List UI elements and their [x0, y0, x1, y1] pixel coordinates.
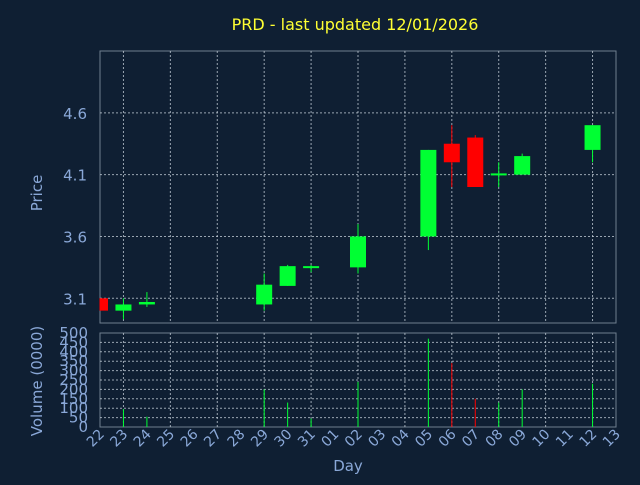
x-axis-label: Day — [333, 457, 363, 475]
x-tick-label: 24 — [131, 426, 155, 450]
volume-tick-label: 0 — [78, 418, 88, 436]
candle-body — [420, 149, 437, 237]
volume-tick-label: 100 — [59, 399, 88, 417]
x-tick-label: 31 — [295, 427, 319, 451]
candle-body — [467, 137, 484, 187]
candle-body — [443, 143, 460, 163]
volume-tick-label: 500 — [59, 324, 88, 342]
x-tick-label: 10 — [530, 427, 554, 451]
price-tick-label: 4.1 — [63, 167, 87, 185]
volume-tick-label: 200 — [59, 380, 88, 398]
candle-body — [350, 236, 366, 268]
x-tick-label: 05 — [412, 427, 436, 451]
volume-tick-label: 50 — [69, 409, 88, 427]
x-tick-label: 11 — [553, 427, 577, 451]
candle-body — [514, 156, 531, 175]
candle-body — [256, 284, 273, 305]
x-tick-label: 06 — [436, 426, 460, 450]
x-tick-label: 27 — [201, 427, 225, 451]
x-tick-label: 09 — [506, 427, 530, 451]
x-tick-label: 30 — [272, 427, 296, 451]
x-tick-label: 29 — [248, 427, 272, 451]
x-tick-label: 04 — [389, 426, 413, 450]
price-axis-label: Price — [28, 175, 46, 212]
price-tick-label: 3.6 — [63, 228, 87, 246]
volume-tick-label: 450 — [59, 333, 88, 351]
x-tick-label: 08 — [483, 427, 507, 451]
volume-tick-label: 400 — [59, 343, 88, 361]
volume-tick-label: 300 — [59, 362, 88, 380]
candle-body — [584, 125, 601, 150]
candle-body — [303, 266, 320, 269]
x-tick-label: 28 — [225, 427, 249, 451]
volume-tick-label: 150 — [59, 390, 88, 408]
x-tick-label: 23 — [107, 427, 131, 451]
candle-body — [279, 266, 296, 286]
price-tick-label: 4.6 — [63, 105, 87, 123]
price-tick-label: 3.1 — [63, 290, 87, 308]
x-tick-label: 07 — [459, 427, 483, 451]
x-tick-label: 26 — [178, 426, 202, 450]
chart-title: PRD - last updated 12/01/2026 — [232, 15, 479, 34]
candle-body — [490, 173, 507, 176]
x-tick-label: 12 — [576, 427, 600, 451]
candle-body — [138, 301, 155, 305]
volume-axis-label: Volume (0000) — [28, 326, 46, 436]
volume-tick-label: 250 — [59, 371, 88, 389]
x-tick-label: 25 — [154, 427, 178, 451]
x-tick-label: 13 — [600, 427, 624, 451]
x-tick-label: 02 — [342, 427, 366, 451]
x-tick-label: 01 — [318, 427, 342, 451]
candle-body — [100, 298, 108, 311]
candle-body — [115, 304, 132, 311]
volume-tick-label: 350 — [59, 352, 88, 370]
x-tick-label: 03 — [365, 427, 389, 451]
